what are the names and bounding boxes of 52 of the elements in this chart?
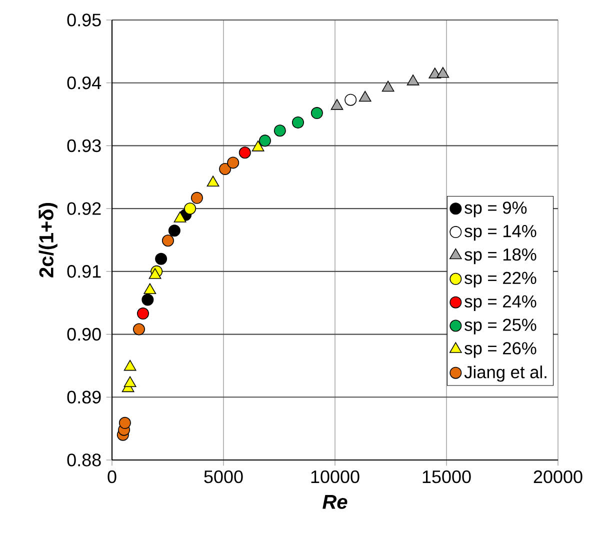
y-tick-label: 0.90: [67, 328, 101, 341]
y-tick-label: 0.92: [67, 202, 101, 215]
point: [184, 202, 196, 215]
legend-label: sp = 26%: [464, 342, 536, 358]
point: [258, 134, 271, 147]
point: [132, 323, 145, 336]
legend-label: sp = 14%: [464, 225, 536, 241]
point: [148, 268, 162, 279]
point: [274, 124, 286, 137]
x-axis-title: Re: [322, 494, 348, 509]
x-tick-label: 15000: [422, 470, 471, 484]
point: [310, 107, 323, 120]
y-axis-title: 2c/(1+δ): [38, 202, 58, 278]
legend-label: sp = 25%: [464, 318, 536, 334]
x-tick-label: 10000: [311, 470, 360, 484]
point: [238, 146, 251, 159]
point: [206, 176, 220, 187]
point: [118, 416, 131, 429]
point: [155, 252, 168, 265]
y-tick-label: 0.93: [67, 139, 101, 152]
point: [436, 66, 450, 78]
point: [168, 224, 180, 237]
legend-label: sp = 18%: [464, 248, 536, 264]
point: [219, 162, 232, 175]
point: [124, 360, 136, 371]
legend-label: sp = 22%: [464, 272, 536, 288]
legend-label: Jiang et al.: [464, 366, 546, 382]
y-tick-label: 0.95: [67, 14, 101, 26]
point: [124, 376, 136, 388]
point: [382, 80, 394, 92]
y-tick-label: 0.89: [67, 390, 101, 404]
legend-label: sp = 9%: [464, 202, 527, 218]
y-tick-label: 0.88: [67, 454, 101, 466]
x-tick-label: 5000: [204, 470, 243, 484]
point: [227, 156, 240, 169]
point: [144, 283, 156, 294]
point: [406, 74, 420, 86]
point: [142, 294, 154, 306]
point: [358, 90, 372, 102]
point: [162, 234, 174, 247]
x-tick-label: 20000: [534, 470, 582, 484]
legend-label: sp = 24%: [464, 295, 536, 311]
y-tick-label: 0.94: [67, 76, 102, 90]
point: [252, 140, 264, 152]
point: [190, 192, 203, 204]
y-tick-label: 0.91: [67, 265, 101, 278]
point: [344, 94, 357, 106]
point: [137, 308, 149, 320]
x-tick-label: 0: [108, 470, 116, 484]
point: [330, 99, 344, 110]
point: [292, 116, 304, 128]
point: [174, 212, 186, 222]
